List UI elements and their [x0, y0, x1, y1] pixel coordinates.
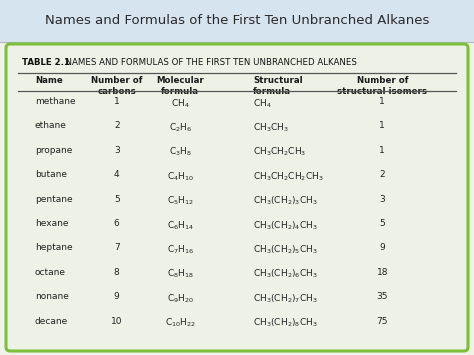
Text: butane: butane	[35, 170, 67, 179]
Text: 8: 8	[114, 268, 119, 277]
Text: 1: 1	[114, 97, 119, 106]
Text: 5: 5	[114, 195, 119, 204]
Text: Name: Name	[35, 76, 63, 85]
Text: 18: 18	[376, 268, 388, 277]
Text: CH$_4$: CH$_4$	[253, 97, 272, 109]
Text: CH$_3$CH$_3$: CH$_3$CH$_3$	[253, 121, 289, 134]
Text: Structural: Structural	[253, 76, 302, 85]
Text: CH$_3$(CH$_2$)$_6$CH$_3$: CH$_3$(CH$_2$)$_6$CH$_3$	[253, 268, 318, 280]
Text: Names and Formulas of the First Ten Unbranched Alkanes: Names and Formulas of the First Ten Unbr…	[45, 15, 429, 27]
Text: 5: 5	[379, 219, 385, 228]
Text: decane: decane	[35, 317, 68, 326]
Text: C$_9$H$_{20}$: C$_9$H$_{20}$	[167, 292, 194, 305]
Text: octane: octane	[35, 268, 66, 277]
Text: CH$_3$(CH$_2$)$_8$CH$_3$: CH$_3$(CH$_2$)$_8$CH$_3$	[253, 317, 318, 329]
Text: carbons: carbons	[97, 87, 136, 96]
Text: Number of: Number of	[91, 76, 143, 85]
Text: 6: 6	[114, 219, 119, 228]
Text: heptane: heptane	[35, 244, 73, 252]
Bar	[0, 42, 474, 355]
Text: 3: 3	[114, 146, 119, 155]
Text: CH$_3$(CH$_2$)$_5$CH$_3$: CH$_3$(CH$_2$)$_5$CH$_3$	[253, 244, 318, 256]
Text: CH$_3$(CH$_2$)$_7$CH$_3$: CH$_3$(CH$_2$)$_7$CH$_3$	[253, 292, 318, 305]
Text: formula: formula	[253, 87, 291, 96]
Bar	[0, 0, 474, 42]
Text: methane: methane	[35, 97, 75, 106]
FancyBboxPatch shape	[6, 44, 468, 351]
Text: 2: 2	[114, 121, 119, 130]
Text: C$_5$H$_{12}$: C$_5$H$_{12}$	[167, 195, 194, 207]
Text: C$_3$H$_8$: C$_3$H$_8$	[169, 146, 192, 158]
Text: C$_6$H$_{14}$: C$_6$H$_{14}$	[167, 219, 194, 231]
Text: 9: 9	[379, 244, 385, 252]
Text: CH$_3$(CH$_2$)$_3$CH$_3$: CH$_3$(CH$_2$)$_3$CH$_3$	[253, 195, 318, 207]
Text: TABLE 2.1: TABLE 2.1	[22, 58, 70, 67]
Text: NAMES AND FORMULAS OF THE FIRST TEN UNBRANCHED ALKANES: NAMES AND FORMULAS OF THE FIRST TEN UNBR…	[60, 58, 357, 67]
Text: 1: 1	[379, 146, 385, 155]
Text: 3: 3	[379, 195, 385, 204]
Text: propane: propane	[35, 146, 73, 155]
Text: C$_8$H$_{18}$: C$_8$H$_{18}$	[167, 268, 194, 280]
Text: 2: 2	[380, 170, 385, 179]
Text: 35: 35	[376, 292, 388, 301]
Text: CH$_3$(CH$_2$)$_4$CH$_3$: CH$_3$(CH$_2$)$_4$CH$_3$	[253, 219, 318, 231]
Text: nonane: nonane	[35, 292, 69, 301]
Text: hexane: hexane	[35, 219, 68, 228]
Text: C$_{10}$H$_{22}$: C$_{10}$H$_{22}$	[165, 317, 196, 329]
Text: Molecular: Molecular	[156, 76, 204, 85]
Text: structural isomers: structural isomers	[337, 87, 427, 96]
Text: 9: 9	[114, 292, 119, 301]
Text: 4: 4	[114, 170, 119, 179]
Text: CH$_4$: CH$_4$	[171, 97, 190, 109]
Text: 7: 7	[114, 244, 119, 252]
Text: C$_7$H$_{16}$: C$_7$H$_{16}$	[167, 244, 194, 256]
Text: C$_2$H$_6$: C$_2$H$_6$	[169, 121, 192, 134]
Text: C$_4$H$_{10}$: C$_4$H$_{10}$	[167, 170, 194, 183]
Text: ethane: ethane	[35, 121, 67, 130]
Text: formula: formula	[161, 87, 199, 96]
Text: Number of: Number of	[356, 76, 408, 85]
Text: CH$_3$CH$_2$CH$_2$CH$_3$: CH$_3$CH$_2$CH$_2$CH$_3$	[253, 170, 324, 183]
Text: 75: 75	[376, 317, 388, 326]
Text: CH$_3$CH$_2$CH$_3$: CH$_3$CH$_2$CH$_3$	[253, 146, 306, 158]
Text: 1: 1	[379, 97, 385, 106]
Text: 1: 1	[379, 121, 385, 130]
Text: 10: 10	[111, 317, 122, 326]
Text: pentane: pentane	[35, 195, 73, 204]
